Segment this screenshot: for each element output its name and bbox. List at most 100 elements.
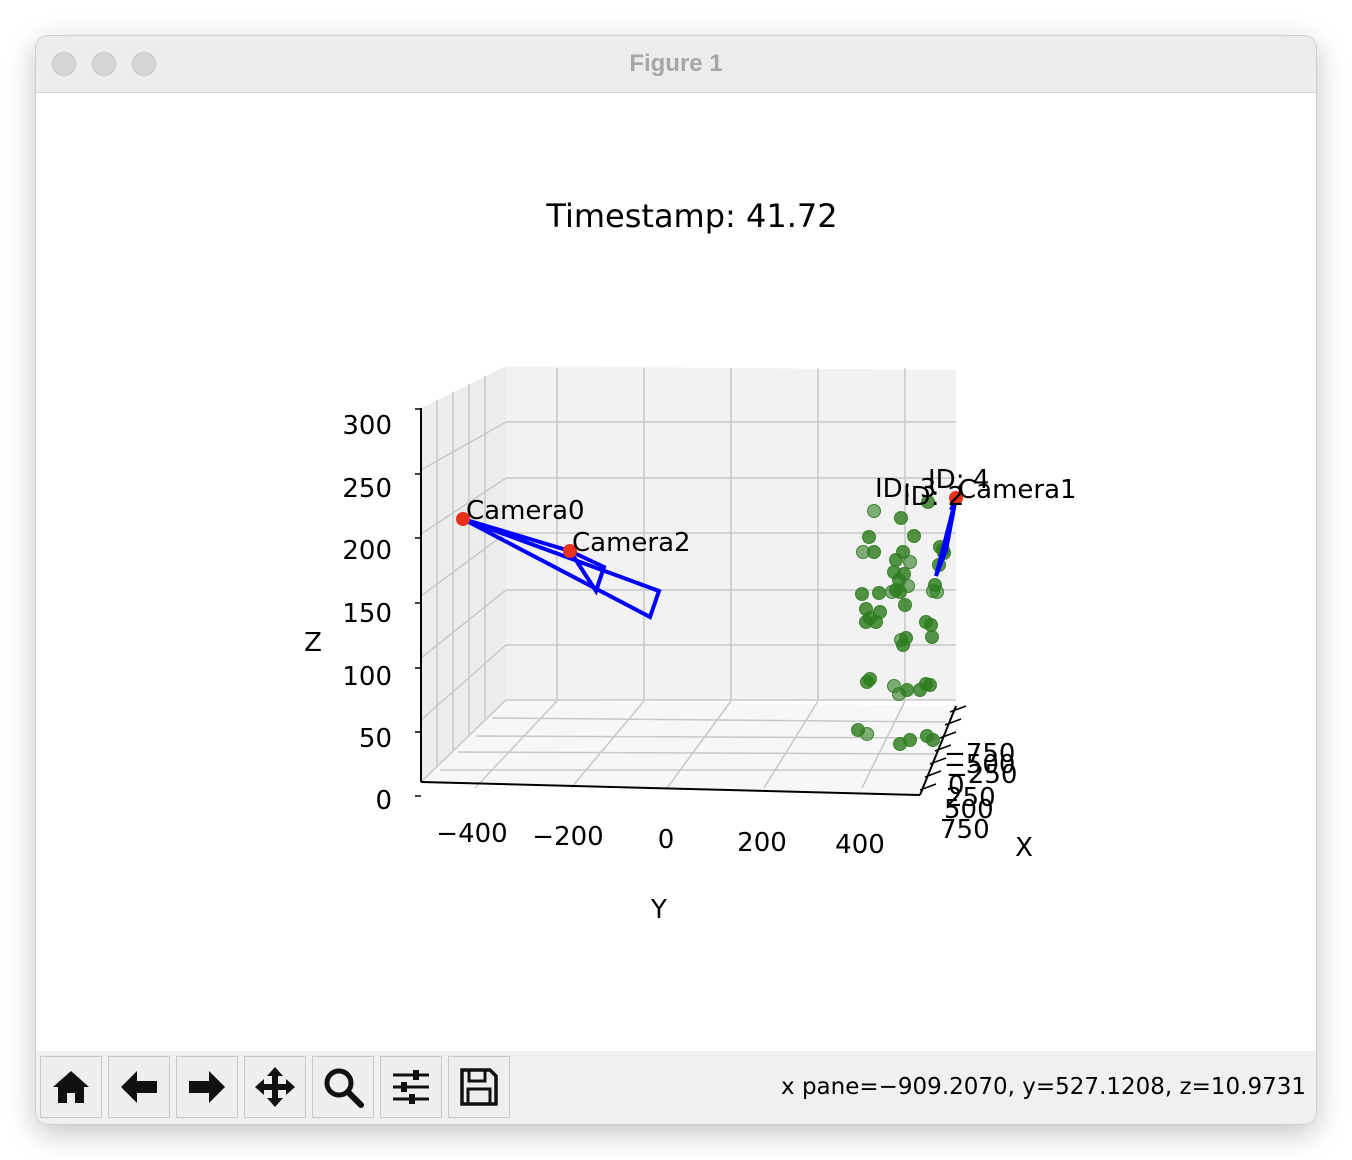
x-tick-label: 500: [944, 795, 994, 825]
x-tick-label: −750: [944, 739, 1015, 769]
data-point: [925, 630, 939, 644]
grid-line: [420, 477, 507, 535]
x-tick-label: −250: [946, 760, 1017, 790]
y-axis-line: [420, 781, 921, 796]
floor-pane: [421, 700, 956, 795]
x-tick: [949, 705, 967, 713]
grid-line: [570, 700, 645, 789]
data-point: [921, 495, 935, 509]
forward-button[interactable]: [176, 1056, 238, 1118]
magnifier-icon: [324, 1068, 364, 1108]
x-tick: [919, 783, 937, 791]
x-tick: [934, 744, 952, 752]
back-button[interactable]: [108, 1056, 170, 1118]
z-axis-label: Z: [304, 628, 322, 658]
home-button[interactable]: [40, 1056, 102, 1118]
grid-line: [666, 700, 732, 789]
chart-title: Timestamp: 41.72: [545, 197, 837, 235]
pan-button[interactable]: [244, 1056, 306, 1118]
camera-marker: [456, 512, 470, 526]
z-tick-label: 300: [342, 411, 392, 441]
sliders-icon: [393, 1070, 429, 1104]
save-button[interactable]: [448, 1056, 510, 1118]
x-tick-label: 0: [948, 771, 965, 801]
title-bar: Figure 1: [36, 36, 1316, 93]
floppy-icon: [460, 1068, 498, 1106]
data-point: [913, 683, 927, 697]
z-tick-label: 150: [342, 599, 392, 629]
y-tick-label: 0: [658, 825, 675, 855]
grid-line: [420, 699, 507, 783]
x-tick: [944, 718, 962, 726]
data-point: [907, 529, 921, 543]
data-point: [896, 638, 910, 652]
data-point: [893, 585, 907, 599]
camera-label: Camera2: [572, 528, 691, 558]
data-point: [924, 618, 938, 632]
arrow-left-icon: [121, 1071, 157, 1103]
point-id-label: ID: 2: [903, 482, 964, 512]
data-point: [855, 587, 869, 601]
window-title: Figure 1: [629, 50, 723, 77]
home-icon: [53, 1071, 89, 1103]
x-tick: [924, 770, 942, 778]
grid-line: [420, 644, 507, 721]
data-point: [872, 586, 886, 600]
grid-line: [861, 700, 906, 789]
data-point: [862, 530, 876, 544]
zoom-button[interactable]: [132, 52, 156, 76]
y-tick-label: −400: [436, 819, 507, 849]
grid-line: [457, 751, 936, 755]
z-tick-label: 50: [359, 724, 392, 754]
camera-marker: [949, 491, 963, 505]
zoom-rect-button[interactable]: [312, 1056, 374, 1118]
y-tick-label: 200: [737, 828, 787, 858]
minimize-button[interactable]: [92, 52, 116, 76]
move-icon: [255, 1067, 295, 1107]
camera-label: Camera1: [958, 475, 1077, 505]
point-id-label: ID: 3: [875, 474, 936, 504]
z-tick-label: 100: [342, 662, 392, 692]
data-point: [867, 504, 881, 518]
x-tick: [939, 731, 957, 739]
z-tick-label: 0: [375, 786, 392, 816]
x-tick-label: 250: [946, 783, 996, 813]
grid-line: [420, 421, 507, 471]
z-tick-label: 250: [342, 474, 392, 504]
data-point: [926, 584, 940, 598]
data-point: [863, 672, 877, 686]
grid-line: [763, 700, 819, 789]
navigation-toolbar: x pane=−909.2070, y=527.1208, z=10.9731: [36, 1051, 1316, 1124]
grid-line: [420, 532, 507, 597]
figure-canvas[interactable]: Timestamp: 41.72 0 50 100 150 200 250 300 −400−…: [36, 93, 1316, 1051]
close-button[interactable]: [52, 52, 76, 76]
data-point: [889, 553, 903, 567]
x-axis-label: X: [1015, 833, 1033, 863]
plot-3d[interactable]: Timestamp: 41.72 050100150200250300−400−…: [36, 93, 1316, 1051]
y-tick-label: 400: [835, 830, 885, 860]
figure-window: Figure 1 Timestamp: 41.72 0 50 100 150 200 25…: [36, 36, 1316, 1124]
data-point: [863, 611, 877, 625]
data-point: [892, 687, 906, 701]
data-point: [860, 727, 874, 741]
y-axis-label: Y: [650, 895, 667, 925]
configure-subplots-button[interactable]: [380, 1056, 442, 1118]
cursor-coordinates: x pane=−909.2070, y=527.1208, z=10.9731: [781, 1074, 1306, 1100]
y-tick-label: −200: [532, 822, 603, 852]
data-point: [867, 545, 881, 559]
camera-marker: [563, 544, 577, 558]
arrow-right-icon: [189, 1071, 225, 1103]
point-id-label: ID: 4: [928, 465, 989, 495]
data-point: [903, 733, 917, 747]
grid-line: [420, 589, 507, 659]
camera2-frustum: [568, 549, 607, 596]
data-point: [903, 555, 917, 569]
x-tick: [929, 757, 947, 765]
z-tick-label: 200: [342, 536, 392, 566]
camera-label: Camera0: [466, 496, 585, 526]
camera0-frustum: [462, 517, 662, 620]
data-point: [894, 511, 908, 525]
data-point: [926, 733, 940, 747]
x-tick-label: −500: [944, 750, 1015, 780]
grid-line: [491, 717, 947, 723]
